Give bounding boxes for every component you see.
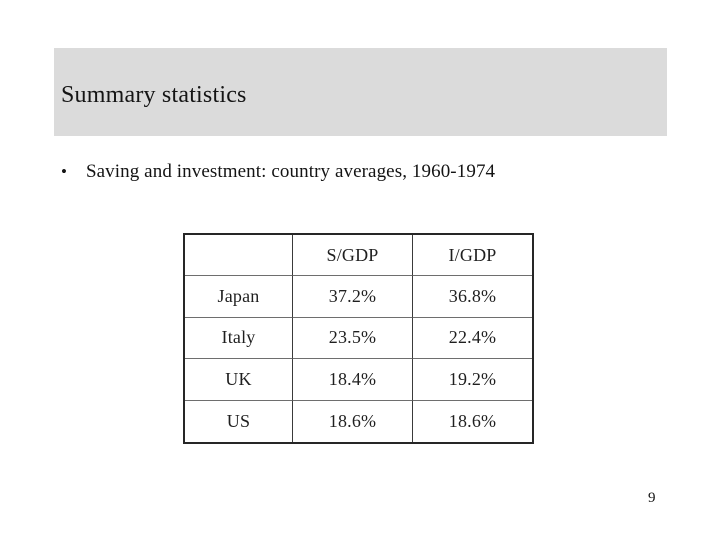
bullet-icon: •: [61, 162, 67, 181]
table-cell-italy-igdp: 22.4%: [413, 318, 532, 360]
table-header-sgdp: S/GDP: [293, 235, 413, 277]
slide-title: Summary statistics: [61, 81, 247, 108]
table-header-igdp: I/GDP: [413, 235, 532, 277]
table-cell-japan-sgdp: 37.2%: [293, 276, 413, 318]
table-cell-us-sgdp: 18.6%: [293, 400, 413, 442]
table-cell-us-igdp: 18.6%: [448, 410, 497, 431]
table-cell-uk-sgdp: 18.4%: [293, 359, 413, 401]
table-cell-italy-label: Italy: [185, 317, 293, 360]
table-cell-uk-label: UK: [185, 359, 293, 401]
summary-statistics-table: S/GDP I/GDP Japan 37.2% 36.8% Italy 23.5…: [183, 233, 534, 444]
table-cell-uk-igdp: 19.2%: [413, 359, 532, 401]
page-number: 9: [648, 490, 656, 506]
slide-title-bar: Summary statistics: [54, 48, 667, 136]
table-header-blank: [185, 235, 293, 277]
bullet-text: Saving and investment: country averages,…: [85, 161, 496, 182]
bullet-line: • Saving and investment: country average…: [61, 161, 495, 183]
table-cell-us-label: US: [185, 400, 293, 442]
table-cell-japan-label: Japan: [185, 276, 293, 318]
table-cell-japan-igdp: 36.8%: [413, 276, 532, 318]
table-cell-italy-sgdp: 23.5%: [293, 317, 413, 360]
